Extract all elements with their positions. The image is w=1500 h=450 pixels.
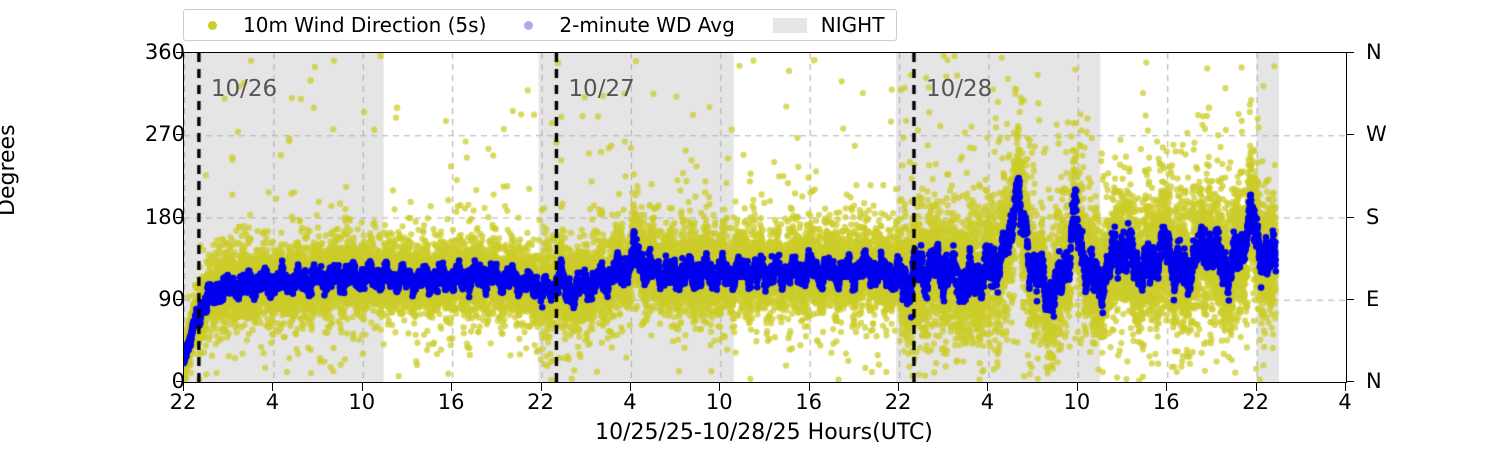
legend-marker-wind-direction xyxy=(208,20,217,30)
y-tick-compass-mark xyxy=(1346,134,1354,136)
legend-label: NIGHT xyxy=(820,13,885,37)
legend-entry[interactable]: 2-minute WD Avg xyxy=(512,13,735,37)
x-tick-label: 4 xyxy=(980,390,995,414)
day-label: 10/28 xyxy=(925,76,993,102)
x-tick-mark xyxy=(272,383,274,391)
x-tick-mark xyxy=(987,383,989,391)
y-tick-mark xyxy=(176,52,184,53)
y-tick-compass-mark xyxy=(1346,216,1354,218)
scatter-canvas xyxy=(184,53,1346,382)
x-tick-mark xyxy=(629,383,631,391)
x-axis-label: 10/25/25-10/28/25 Hours(UTC) xyxy=(595,420,933,445)
y-tick-compass-label: E xyxy=(1366,286,1380,311)
x-tick-label: 16 xyxy=(795,390,823,414)
x-tick-mark xyxy=(540,383,542,391)
x-tick-mark xyxy=(361,383,363,391)
legend-marker-wd-avg xyxy=(524,20,534,30)
x-tick-label: 10 xyxy=(348,390,376,414)
y-tick-mark xyxy=(176,298,184,300)
y-axis-label: Degrees xyxy=(0,124,20,216)
x-tick-label: 22 xyxy=(1242,390,1269,414)
legend-entry[interactable]: NIGHT xyxy=(761,13,885,37)
y-tick-mark xyxy=(176,216,184,218)
x-tick-mark xyxy=(898,383,900,391)
x-tick-label: 22 xyxy=(527,390,554,414)
day-label: 10/26 xyxy=(210,76,278,102)
x-tick-label: 4 xyxy=(623,390,637,414)
x-tick-label: 22 xyxy=(884,390,912,414)
x-tick-label: 10 xyxy=(1063,390,1091,414)
y-tick-compass-label: S xyxy=(1366,204,1380,229)
y-tick-compass-mark xyxy=(1346,298,1354,300)
x-tick-mark xyxy=(1255,383,1257,391)
x-tick-label: 16 xyxy=(1152,390,1180,414)
x-tick-mark xyxy=(719,383,721,391)
legend-label: 2-minute WD Avg xyxy=(559,13,735,37)
x-tick-label: 22 xyxy=(169,390,197,414)
x-tick-label: 4 xyxy=(265,390,280,414)
y-tick-compass-label: W xyxy=(1366,122,1387,147)
y-tick-compass-mark xyxy=(1346,52,1354,53)
x-tick-mark xyxy=(1076,383,1078,391)
y-tick-compass-mark xyxy=(1346,381,1354,382)
y-tick-mark xyxy=(176,134,184,136)
y-tick-mark xyxy=(176,381,184,382)
y-tick-compass-label: N xyxy=(1366,40,1382,64)
y-tick-compass-label: N xyxy=(1366,369,1382,393)
legend-entry[interactable]: 10m Wind Direction (5s) xyxy=(196,15,486,35)
plot-area xyxy=(183,52,1347,383)
x-tick-label: 4 xyxy=(1338,390,1352,414)
day-label: 10/27 xyxy=(568,76,635,102)
x-tick-label: 16 xyxy=(437,390,465,414)
x-tick-mark xyxy=(1345,383,1346,391)
chart-legend: 10m Wind Direction (5s) 2-minute WD Avg NI… xyxy=(183,9,898,41)
x-tick-mark xyxy=(808,383,810,391)
x-tick-label: 10 xyxy=(705,390,733,414)
legend-patch-night xyxy=(772,17,807,33)
legend-label: 10m Wind Direction (5s) xyxy=(243,13,487,37)
x-tick-mark xyxy=(1166,383,1168,391)
x-tick-mark xyxy=(451,383,453,391)
x-tick-mark xyxy=(183,383,184,391)
